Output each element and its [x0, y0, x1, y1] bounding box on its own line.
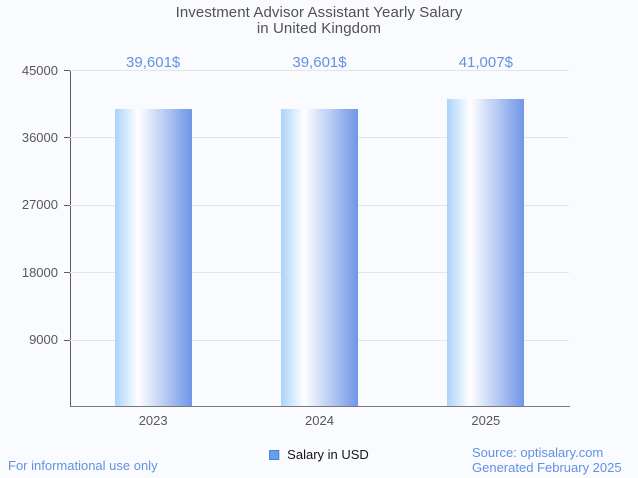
chart-title-line2: in United Kingdom [256, 20, 382, 37]
y-axis-tick [64, 204, 70, 206]
bar-value-label: 39,601$ [292, 54, 347, 71]
bar-value-label: 39,601$ [126, 54, 181, 71]
x-axis-line [70, 406, 570, 407]
y-axis-tick-label: 9000 [29, 332, 58, 348]
y-axis-tick [64, 339, 70, 341]
source-line: Source: optisalary.com [472, 445, 604, 460]
y-axis-tick [64, 272, 70, 274]
plot-area [70, 70, 570, 407]
legend-marker-icon [269, 449, 280, 460]
gridline [70, 70, 569, 71]
chart-title-line1: Investment Advisor Assistant Yearly Sala… [175, 4, 463, 21]
y-axis-tick-label: 45000 [21, 62, 58, 78]
y-axis-line [70, 70, 71, 407]
bar-value-label: 41,007$ [458, 54, 513, 71]
x-axis-label: 2023 [138, 413, 168, 428]
source-block: Source: optisalary.com Generated Februar… [472, 445, 622, 475]
generated-line: Generated February 2025 [472, 460, 622, 475]
bar[interactable] [281, 109, 358, 406]
bar[interactable] [447, 98, 525, 406]
y-axis-tick-label: 36000 [21, 129, 58, 145]
y-axis-tick-label: 27000 [21, 197, 58, 213]
chart-title: Investment Advisor Assistant Yearly Sala… [0, 5, 638, 37]
y-axis-tick-label: 18000 [21, 264, 58, 280]
y-axis-tick [64, 137, 70, 139]
bar[interactable] [114, 109, 192, 406]
legend: Salary in USD [269, 447, 369, 462]
x-axis-label: 2024 [305, 413, 334, 428]
disclaimer-note: For informational use only [8, 458, 158, 473]
y-axis-tick [64, 70, 70, 71]
x-axis-label: 2025 [471, 413, 501, 428]
legend-label: Salary in USD [287, 447, 369, 462]
